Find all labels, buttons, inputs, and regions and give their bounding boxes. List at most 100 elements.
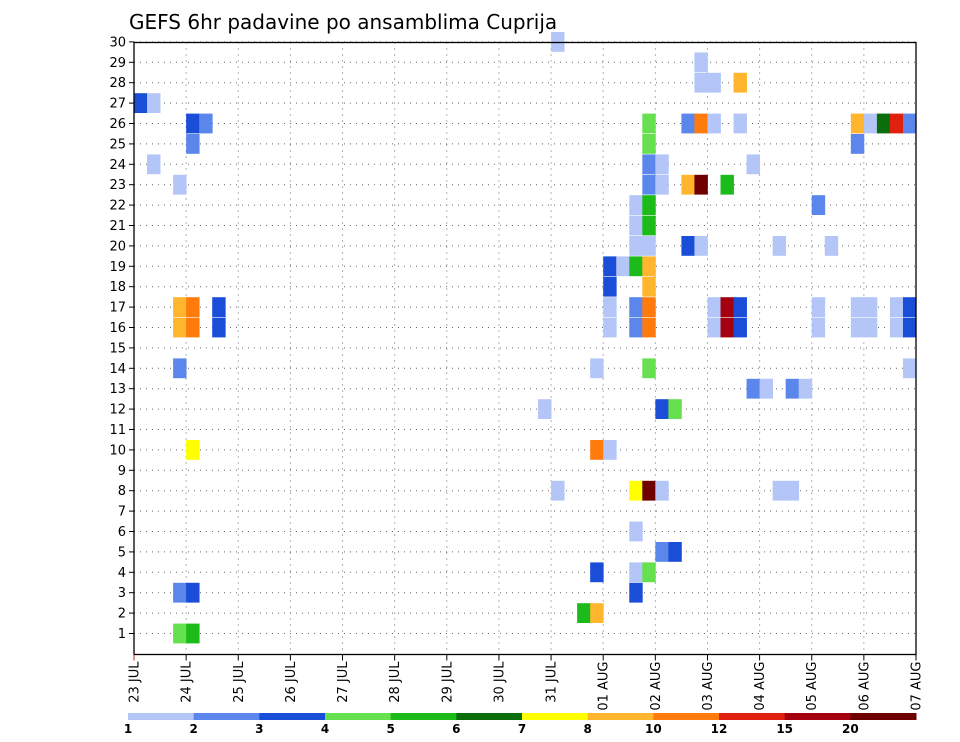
precip-cell <box>785 378 800 399</box>
y-tick-label: 29 <box>109 56 126 71</box>
precip-cell <box>733 297 747 317</box>
precip-cell <box>811 297 826 317</box>
x-tick-label: 28 JUL <box>388 661 403 703</box>
precip-cell <box>616 256 630 277</box>
colorbar-label: 4 <box>321 722 329 736</box>
precip-cell <box>902 317 917 338</box>
colorbar-swatch <box>653 713 720 720</box>
y-tick-label: 12 <box>109 403 126 418</box>
precip-cell <box>668 542 682 562</box>
precip-cell <box>629 236 643 256</box>
precip-cell <box>655 174 669 195</box>
precip-cell <box>655 154 669 175</box>
precip-cell <box>629 256 643 277</box>
precip-cell <box>694 174 708 195</box>
precip-cell <box>186 134 200 154</box>
precip-cell <box>603 256 617 277</box>
precip-cell <box>850 297 865 317</box>
precip-cell <box>746 154 760 175</box>
precip-cell <box>720 297 734 317</box>
precip-cell <box>681 174 695 195</box>
precip-cell <box>733 113 747 134</box>
colorbar-swatch <box>850 713 917 720</box>
precip-cell <box>655 542 669 562</box>
precip-cell <box>720 174 734 195</box>
precip-cell <box>785 480 800 501</box>
precip-cell <box>642 215 656 236</box>
precip-cell <box>551 480 565 501</box>
precip-cell <box>694 52 708 73</box>
y-tick-label: 17 <box>109 301 126 316</box>
precip-cell <box>642 134 656 154</box>
colorbar-label: 12 <box>711 722 728 736</box>
precip-cell <box>186 297 200 317</box>
precip-cell <box>186 623 200 644</box>
x-tick-label: 07 AUG <box>910 662 925 711</box>
colorbar-label: 8 <box>583 722 591 736</box>
x-tick-label: 31 JUL <box>545 661 560 703</box>
precip-cell <box>733 317 747 338</box>
y-tick-label: 19 <box>109 260 126 275</box>
colorbar-swatch <box>719 713 786 720</box>
precip-cell <box>642 562 656 583</box>
y-tick-label: 13 <box>109 382 126 397</box>
precip-cell <box>850 317 865 338</box>
x-axis: 23 JUL 24 JUL 25 JUL 26 JUL 27 JUL 28 JUL 29 J… <box>128 654 925 711</box>
x-tick-label: 05 AUG <box>805 662 820 711</box>
y-tick-label: 18 <box>109 280 126 295</box>
y-tick-label: 23 <box>109 178 126 193</box>
precip-cell <box>655 480 669 501</box>
colorbar-swatch <box>259 713 326 720</box>
x-tick-label: 24 JUL <box>180 661 195 703</box>
precip-cell <box>629 480 643 501</box>
x-tick-label: 06 AUG <box>857 662 872 711</box>
precip-cell <box>694 113 708 134</box>
x-tick-label: 23 JUL <box>128 661 143 703</box>
precip-cell <box>629 521 643 542</box>
y-tick-label: 5 <box>118 545 126 560</box>
precip-cell <box>642 113 656 134</box>
y-tick-label: 1 <box>118 627 126 642</box>
precip-cell <box>642 256 656 277</box>
y-tick-label: 9 <box>118 464 126 479</box>
precip-cell <box>629 195 643 215</box>
y-tick-label: 15 <box>109 341 126 356</box>
colorbar-swatch <box>128 713 195 720</box>
precip-cell <box>629 215 643 236</box>
y-tick-label: 16 <box>109 321 126 336</box>
y-tick-label: 25 <box>109 137 126 152</box>
precip-cell <box>173 297 187 317</box>
precip-cell <box>655 399 669 419</box>
precip-cell <box>603 297 617 317</box>
precip-cell <box>629 317 643 338</box>
precip-cell <box>681 236 695 256</box>
precip-cell <box>642 195 656 215</box>
precip-cell <box>733 72 747 93</box>
precip-cell <box>889 113 904 134</box>
colorbar-legend: 1 2 3 4 5 6 7 8 10 12 15 20 <box>124 713 917 736</box>
precip-cell <box>590 440 604 460</box>
x-tick-label: 04 AUG <box>753 662 768 711</box>
y-tick-label: 3 <box>118 586 126 601</box>
precip-cell <box>603 440 617 460</box>
y-tick-label: 24 <box>109 158 126 173</box>
y-tick-label: 4 <box>118 566 126 581</box>
y-tick-label: 10 <box>109 443 126 458</box>
y-tick-label: 28 <box>109 76 126 91</box>
precip-cell <box>850 113 865 134</box>
colorbar-swatch <box>784 713 851 720</box>
colorbar-label: 5 <box>386 722 394 736</box>
y-tick-label: 14 <box>109 362 126 377</box>
precip-cell <box>746 378 760 399</box>
precip-cell <box>629 297 643 317</box>
precip-cell <box>642 154 656 175</box>
precip-cell <box>850 134 865 154</box>
y-tick-label: 21 <box>109 219 126 234</box>
precip-cell <box>811 317 826 338</box>
colorbar-label: 6 <box>452 722 460 736</box>
plot-frame <box>133 41 917 656</box>
y-tick-label: 7 <box>118 505 126 520</box>
precip-cell <box>720 317 734 338</box>
precip-cell <box>876 113 891 134</box>
x-tick-label: 30 JUL <box>492 661 507 703</box>
